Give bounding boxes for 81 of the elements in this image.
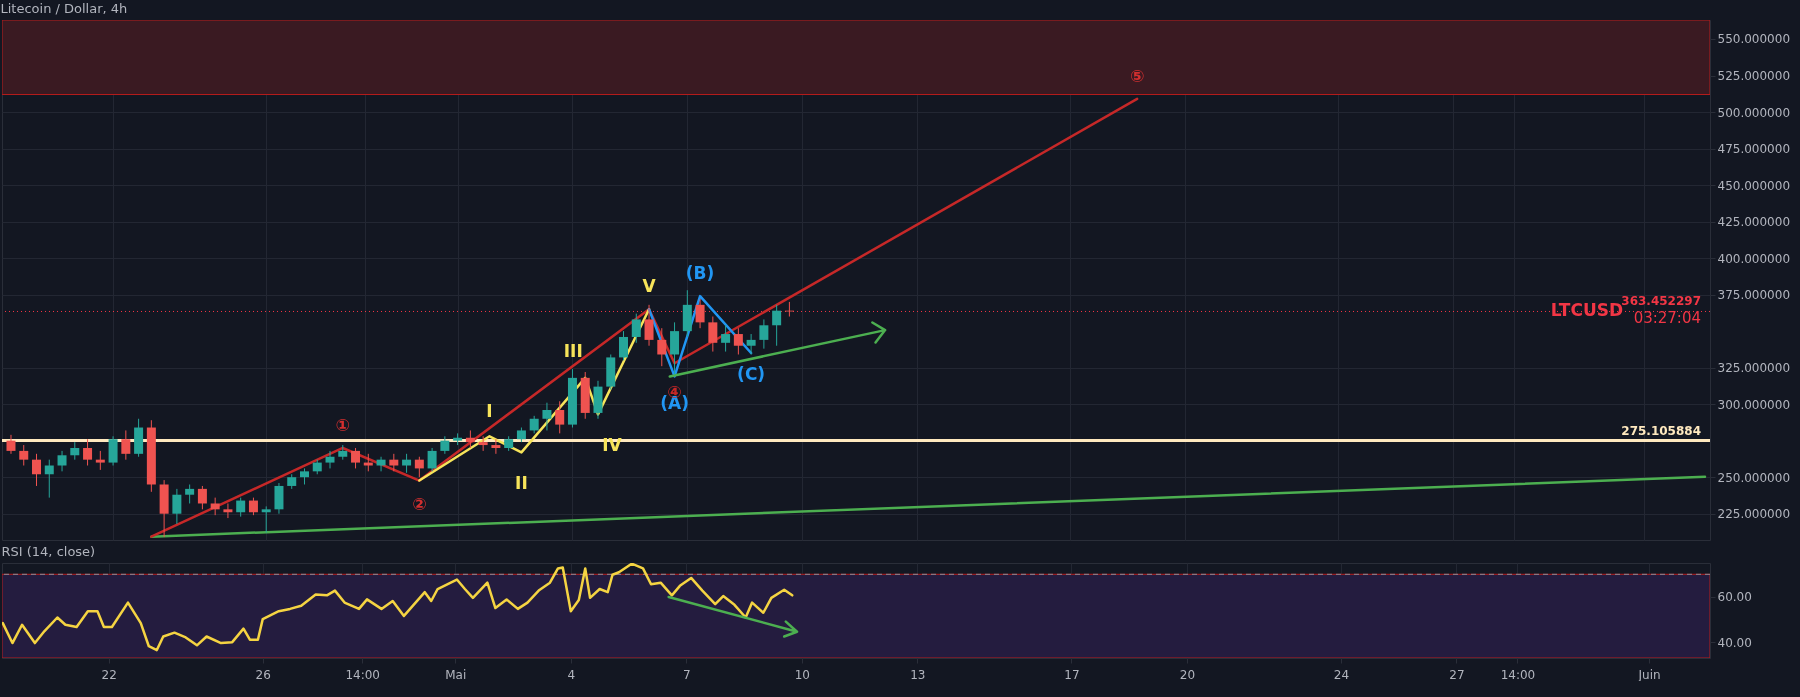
x-tick-label: 10 <box>794 667 810 682</box>
annotation: ② <box>412 493 427 514</box>
candlestick <box>555 400 565 434</box>
x-tick-label: 17 <box>1064 667 1080 682</box>
x-tick-label: Juin <box>1637 667 1661 682</box>
x-tick-label: 24 <box>1333 667 1350 682</box>
candlestick <box>402 453 412 474</box>
x-tick-label: 7 <box>683 667 691 682</box>
chart-title: Litecoin / Dollar, 4h <box>0 1 128 16</box>
y-tick-label: 550.000000 <box>1717 32 1791 47</box>
candlestick <box>619 330 629 361</box>
candlestick <box>414 456 424 478</box>
y-tick-label: 500.000000 <box>1717 105 1791 120</box>
annotation: ⑤ <box>1129 65 1145 86</box>
ref-line-label: 275.105884 <box>1621 423 1701 438</box>
candlestick <box>351 447 361 469</box>
y-tick-label: 375.000000 <box>1717 288 1791 303</box>
candlestick <box>695 298 705 329</box>
y-tick-label: 300.000000 <box>1717 397 1791 412</box>
candlestick <box>83 438 93 467</box>
candlestick <box>6 434 16 455</box>
candlestick <box>44 459 54 499</box>
candlestick <box>657 327 667 367</box>
candlestick <box>670 321 680 376</box>
annotation: (C) <box>737 364 766 385</box>
y-tick-label: 400.000000 <box>1717 251 1791 266</box>
x-tick-label: 26 <box>255 667 271 682</box>
y-tick-label: 450.000000 <box>1717 178 1791 193</box>
candlestick <box>172 488 182 525</box>
y-tick-label: 425.000000 <box>1717 215 1791 230</box>
candlestick <box>95 450 105 471</box>
candlestick <box>19 444 29 467</box>
y-tick-label: 60.00 <box>1717 590 1752 605</box>
candlestick <box>733 327 743 355</box>
candlestick <box>644 304 654 347</box>
x-tick-label: 20 <box>1179 667 1196 682</box>
x-tick-label: 22 <box>101 667 117 682</box>
annotation: (B) <box>685 263 715 284</box>
candlestick <box>721 324 731 353</box>
candlestick <box>185 483 195 504</box>
annotation: I <box>486 401 493 422</box>
candlestick <box>121 429 131 461</box>
x-tick-label: Mai <box>445 667 467 682</box>
y-tick-label: 250.000000 <box>1717 470 1791 485</box>
annotation: LTCUSD <box>1550 300 1624 321</box>
candlestick <box>274 482 284 515</box>
candlestick <box>772 304 782 347</box>
candlestick <box>759 318 769 350</box>
chart-title: RSI (14, close) <box>1 544 96 559</box>
y-tick-label: 225.000000 <box>1717 507 1791 522</box>
annotation: II <box>515 473 528 494</box>
annotation: III <box>563 340 583 361</box>
candlestick <box>376 456 386 472</box>
candlestick <box>631 313 641 344</box>
y-tick-label: 325.000000 <box>1717 361 1791 376</box>
annotation: ① <box>335 414 350 435</box>
candlestick <box>236 497 246 518</box>
x-tick-label: 4 <box>567 667 576 682</box>
candlestick <box>542 402 552 431</box>
candlestick <box>325 450 335 469</box>
x-tick-label: 13 <box>910 667 926 682</box>
annotation: 03:27:04 <box>1633 309 1701 328</box>
candlestick <box>708 316 718 353</box>
candlestick <box>746 333 756 355</box>
x-tick-label: 27 <box>1449 667 1465 682</box>
x-tick-label: 14:00 <box>1500 667 1536 682</box>
y-tick-label: 40.00 <box>1717 635 1752 650</box>
candlestick <box>32 453 42 487</box>
candlestick <box>223 502 233 519</box>
candlestick <box>427 447 437 472</box>
candlestick <box>491 438 501 455</box>
candlestick <box>197 485 207 510</box>
x-tick-label: 14:00 <box>345 667 381 682</box>
y-tick-label: 475.000000 <box>1717 142 1791 157</box>
annotation: V <box>642 276 657 297</box>
candlestick <box>108 435 118 467</box>
candlestick <box>478 435 488 452</box>
y-tick-label: 525.000000 <box>1717 69 1791 84</box>
ref-line-label: 363.452297 <box>1621 294 1701 309</box>
candlestick <box>57 450 67 472</box>
candlestick <box>261 505 271 534</box>
